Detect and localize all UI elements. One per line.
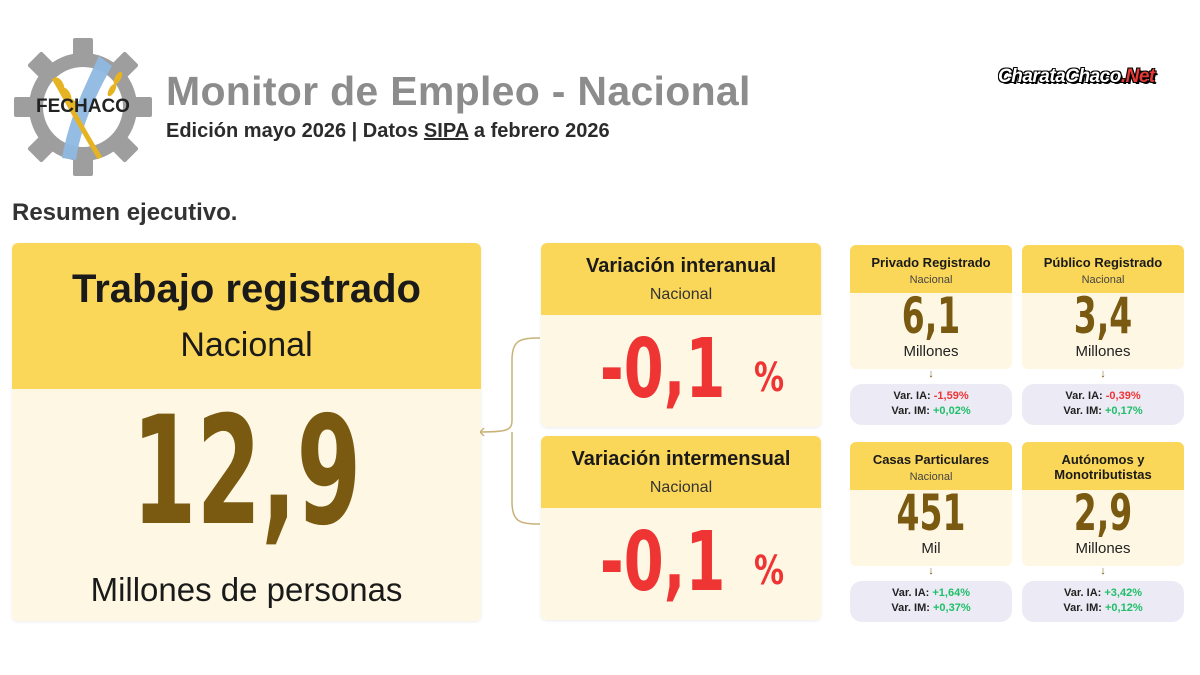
category-variation-pill: Var. IA: -0,39% Var. IM: +0,17%	[1022, 384, 1184, 425]
category-card-header: Casas Particulares Nacional	[850, 442, 1012, 490]
category-unit: Mil	[921, 540, 941, 557]
section-title: Resumen ejecutivo.	[12, 199, 238, 226]
down-arrow-icon: ↓	[1100, 565, 1106, 577]
fechaco-logo: FECHACO	[14, 38, 152, 176]
down-arrow-icon: ↓	[928, 368, 934, 380]
category-value-box: 6,1 Millones	[850, 287, 1012, 369]
ia-value: +1,64%	[932, 587, 970, 599]
variation-intermensual-body: -0,1 %	[541, 508, 821, 620]
im-label: Var. IM:	[1063, 602, 1102, 614]
variation-interanual-title: Variación interanual	[585, 255, 777, 277]
category-scope: Nacional	[909, 471, 953, 483]
category-card-publico: Público Registrado Nacional 3,4 Millones…	[1022, 245, 1184, 426]
ia-label: Var. IA:	[892, 587, 930, 599]
variation-interanual-body: -0,1 %	[541, 315, 821, 427]
brand-watermark: CharataChaco.Net	[998, 66, 1155, 88]
category-scope: Nacional	[909, 274, 953, 286]
category-variation-pill: Var. IA: -1,59% Var. IM: +0,02%	[850, 384, 1012, 425]
category-card-privado: Privado Registrado Nacional 6,1 Millones…	[850, 245, 1012, 426]
category-card-casas: Casas Particulares Nacional 451 Mil ↓ Va…	[850, 442, 1012, 623]
category-title: Público Registrado	[1043, 255, 1163, 270]
ia-label: Var. IA:	[893, 390, 931, 402]
page-title: Monitor de Empleo - Nacional	[166, 68, 751, 114]
category-variation-pill: Var. IA: +1,64% Var. IM: +0,37%	[850, 581, 1012, 622]
main-card-value: 12,9	[131, 385, 362, 559]
variation-intermensual-value-row: -0,1 %	[541, 514, 821, 612]
ia-value: +3,42%	[1104, 587, 1142, 599]
category-unit: Millones	[1075, 343, 1131, 360]
variation-intermensual-header: Variación intermensual Nacional	[541, 436, 821, 508]
category-value-box: 451 Mil	[850, 484, 1012, 566]
category-title: Privado Registrado	[871, 255, 991, 270]
category-value: 3,4	[1073, 287, 1133, 345]
variation-intermensual-value: -0,1	[599, 515, 726, 610]
variation-intermensual-unit: %	[753, 548, 784, 594]
category-card-header: Público Registrado Nacional	[1022, 245, 1184, 293]
bracket-connector	[480, 337, 541, 525]
im-value: +0,02%	[932, 405, 971, 417]
im-label: Var. IM:	[891, 602, 930, 614]
category-value-box: 2,9 Millones	[1022, 484, 1184, 566]
im-label: Var. IM:	[891, 405, 930, 417]
variation-intermensual-card: Variación intermensual Nacional -0,1 %	[541, 436, 821, 620]
im-value: +0,17%	[1104, 405, 1143, 417]
category-title: Casas Particulares	[872, 452, 990, 467]
variation-interanual-header: Variación interanual Nacional	[541, 243, 821, 315]
category-card-header: Autónomos y Monotributistas	[1022, 442, 1184, 490]
category-title: Autónomos y Monotributistas	[1054, 452, 1152, 482]
category-unit: Millones	[1075, 540, 1131, 557]
im-label: Var. IM:	[1063, 405, 1102, 417]
ia-value: -1,59%	[933, 390, 969, 402]
main-card-header: Trabajo registrado Nacional	[12, 243, 481, 389]
brand-main: CharataChaco	[998, 66, 1121, 87]
down-arrow-icon: ↓	[1100, 368, 1106, 380]
main-card-body: 12,9 Millones de personas	[12, 389, 481, 621]
variation-intermensual-title: Variación intermensual	[571, 448, 791, 470]
main-card: Trabajo registrado Nacional 12,9 Millone…	[12, 243, 481, 621]
ia-label: Var. IA:	[1065, 390, 1103, 402]
variation-interanual-value-row: -0,1 %	[541, 321, 821, 419]
subtitle-suffix: a febrero 2026	[468, 120, 610, 142]
ia-value: -0,39%	[1105, 390, 1141, 402]
main-card-unit: Millones de personas	[90, 571, 403, 608]
category-unit: Millones	[903, 343, 959, 360]
down-arrow-icon: ↓	[928, 565, 934, 577]
main-card-scope: Nacional	[180, 326, 313, 364]
im-value: +0,37%	[932, 602, 971, 614]
category-value: 2,9	[1073, 484, 1133, 542]
category-variation-pill: Var. IA: +3,42% Var. IM: +0,12%	[1022, 581, 1184, 622]
category-value: 451	[896, 484, 966, 542]
ia-label: Var. IA:	[1064, 587, 1102, 599]
im-value: +0,12%	[1104, 602, 1143, 614]
sipa-link[interactable]: SIPA	[423, 120, 469, 142]
variation-intermensual-scope: Nacional	[649, 479, 713, 496]
main-card-title: Trabajo registrado	[72, 267, 421, 311]
category-scope: Nacional	[1081, 274, 1125, 286]
category-card-header: Privado Registrado Nacional	[850, 245, 1012, 293]
variation-interanual-unit: %	[753, 355, 784, 401]
subtitle-prefix: Edición mayo 2026 | Datos	[166, 120, 424, 142]
variation-interanual-scope: Nacional	[649, 286, 713, 303]
variation-interanual-value: -0,1	[599, 322, 726, 417]
variation-interanual-card: Variación interanual Nacional -0,1 %	[541, 243, 821, 427]
category-value-box: 3,4 Millones	[1022, 287, 1184, 369]
brand-suffix: .Net	[1120, 66, 1155, 87]
page-subtitle: Edición mayo 2026 | Datos SIPA a febrero…	[166, 120, 610, 143]
category-card-autonomos: Autónomos y Monotributistas 2,9 Millones…	[1022, 442, 1184, 623]
logo-text: FECHACO	[36, 96, 130, 117]
category-value: 6,1	[901, 287, 961, 345]
